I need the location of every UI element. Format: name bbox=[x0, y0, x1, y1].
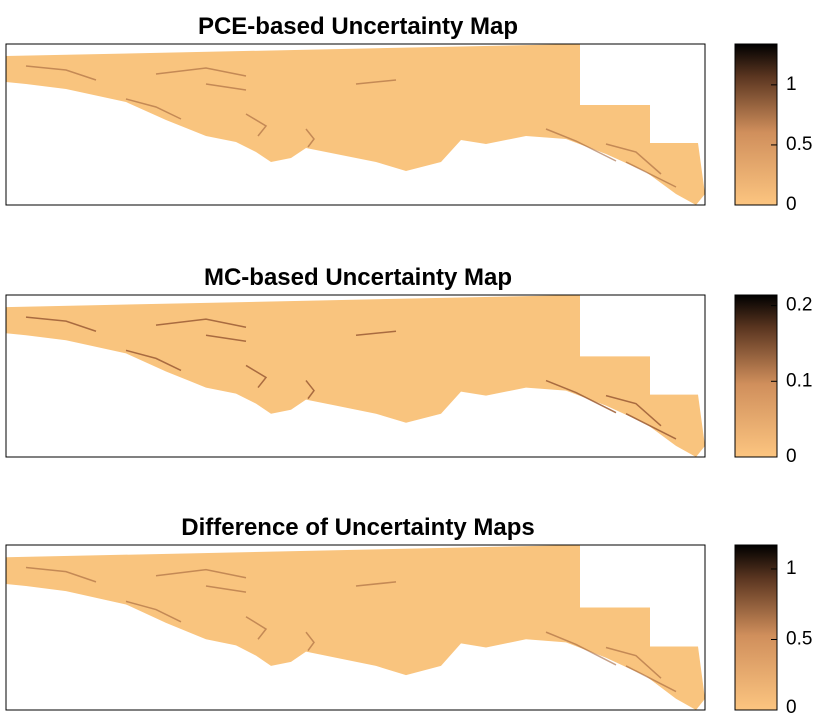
map-detail bbox=[355, 581, 397, 587]
map-frame bbox=[5, 43, 706, 206]
map-region bbox=[6, 44, 705, 205]
map-detail bbox=[305, 631, 315, 652]
colorbar-tick-label: 0.1 bbox=[786, 370, 812, 391]
map-detail bbox=[305, 380, 315, 400]
map-region bbox=[6, 295, 705, 457]
map-detail bbox=[205, 83, 247, 91]
map-detail bbox=[25, 316, 97, 332]
colorbar-tick-label: 1 bbox=[786, 74, 797, 95]
map-detail bbox=[205, 585, 247, 593]
map bbox=[6, 295, 705, 457]
map-detail bbox=[125, 600, 182, 623]
map-detail bbox=[545, 379, 617, 414]
colorbar bbox=[734, 294, 778, 458]
panel-title: Difference of Uncertainty Maps bbox=[181, 514, 534, 541]
map-detail bbox=[125, 349, 182, 372]
map bbox=[6, 545, 705, 710]
map-detail bbox=[25, 566, 97, 583]
colorbar bbox=[734, 43, 778, 206]
map-detail bbox=[355, 330, 397, 336]
map-frame bbox=[5, 544, 706, 711]
map-detail bbox=[245, 113, 268, 137]
panel-title: PCE-based Uncertainty Map bbox=[198, 13, 518, 40]
colorbar-tick-label: 0 bbox=[786, 446, 797, 467]
colorbar-tick-label: 0.5 bbox=[786, 629, 812, 650]
colorbar bbox=[734, 544, 778, 711]
map-detail bbox=[355, 79, 397, 85]
map-detail bbox=[155, 318, 247, 328]
map-detail bbox=[25, 65, 97, 81]
map-detail bbox=[545, 128, 617, 162]
panel-title: MC-based Uncertainty Map bbox=[204, 264, 512, 291]
map-detail bbox=[245, 616, 268, 640]
map-detail bbox=[625, 413, 677, 440]
colorbar-tick-label: 0 bbox=[786, 194, 797, 215]
colorbar-tick-label: 0.5 bbox=[786, 134, 812, 155]
map bbox=[6, 44, 705, 205]
map-detail bbox=[625, 665, 677, 693]
map-detail bbox=[605, 143, 662, 175]
map-detail bbox=[125, 98, 182, 120]
colorbar-tick-label: 0 bbox=[786, 697, 797, 718]
map-region bbox=[6, 545, 705, 710]
map-detail bbox=[205, 334, 247, 343]
map-detail bbox=[605, 394, 662, 427]
map-frame bbox=[5, 294, 706, 458]
colorbar-tick-label: 0.2 bbox=[786, 295, 812, 316]
map-detail bbox=[155, 568, 247, 579]
map-detail bbox=[245, 364, 268, 389]
map-detail bbox=[605, 646, 662, 679]
colorbar-tick-label: 1 bbox=[786, 558, 797, 579]
map-detail bbox=[625, 161, 677, 188]
map-detail bbox=[545, 631, 617, 666]
map-detail bbox=[155, 67, 247, 77]
map-detail bbox=[305, 128, 315, 148]
